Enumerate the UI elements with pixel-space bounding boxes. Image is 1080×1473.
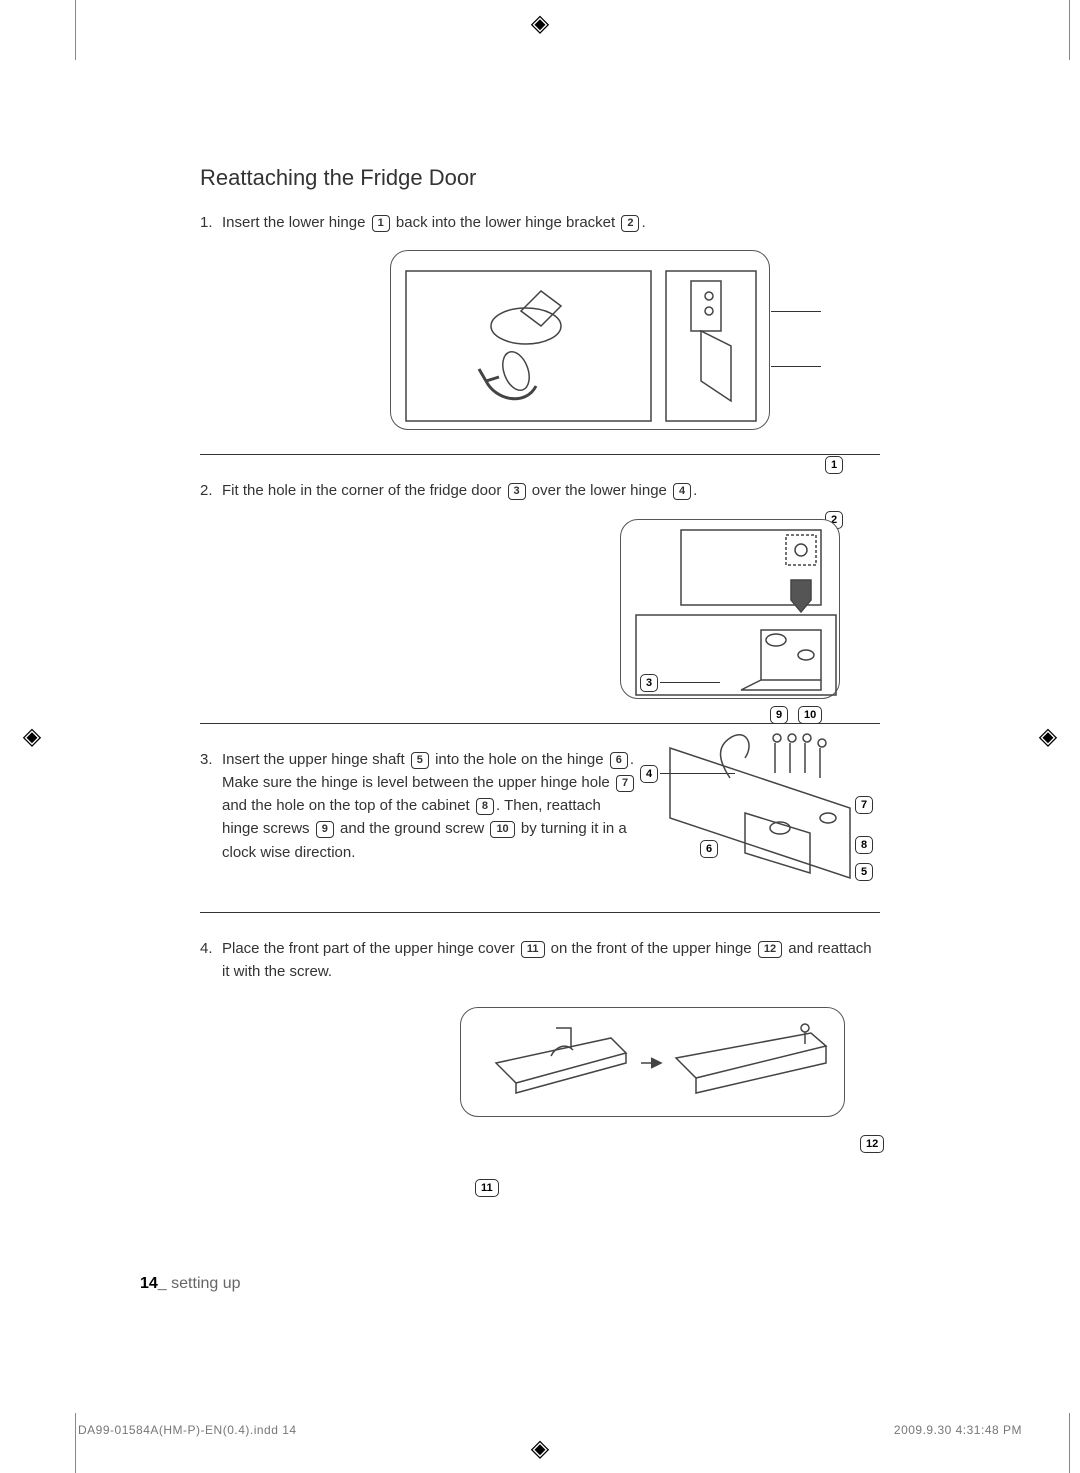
callout-label: 4 — [673, 483, 691, 500]
text-fragment: back into the lower hinge bracket — [392, 214, 620, 231]
text-fragment: Place the front part of the upper hinge … — [222, 940, 519, 957]
text-fragment: into the hole on the hinge — [431, 751, 608, 768]
crop-mark — [1069, 1413, 1070, 1473]
figure-label: 7 — [855, 796, 873, 814]
step-text: Insert the lower hinge 1 back into the l… — [222, 211, 880, 234]
callout-label: 5 — [411, 752, 429, 769]
text-fragment: . — [693, 482, 697, 499]
figure-label: 3 — [640, 674, 658, 692]
text-fragment: and the hole on the top of the cabinet — [222, 797, 474, 814]
leader-line — [771, 311, 821, 312]
section-heading: Reattaching the Fridge Door — [200, 165, 880, 191]
crop-mark — [1069, 0, 1070, 60]
figure-label: 4 — [640, 765, 658, 783]
registration-mark-icon: ◈ — [20, 725, 44, 749]
callout-label: 6 — [610, 752, 628, 769]
figure-label: 10 — [798, 706, 822, 724]
step-4: 4. Place the front part of the upper hin… — [200, 937, 880, 984]
figure-label: 11 — [475, 1179, 499, 1197]
step-2: 2. Fit the hole in the corner of the fri… — [200, 479, 880, 502]
hinge-cover-diagram-icon — [461, 1008, 846, 1118]
leader-line — [771, 366, 821, 367]
print-filename: DA99-01584A(HM-P)-EN(0.4).indd 14 — [78, 1423, 297, 1437]
callout-label: 2 — [621, 215, 639, 232]
figure-label: 6 — [700, 840, 718, 858]
registration-mark-icon: ◈ — [528, 12, 552, 36]
step-number: 3. — [200, 748, 222, 864]
door-hinge-diagram-icon — [621, 520, 841, 700]
figure-label: 9 — [770, 706, 788, 724]
callout-label: 1 — [372, 215, 390, 232]
step-3: 3. Insert the upper hinge shaft 5 into t… — [200, 748, 640, 864]
callout-label: 12 — [758, 941, 782, 958]
step-text: Fit the hole in the corner of the fridge… — [222, 479, 880, 502]
leader-line — [660, 682, 720, 683]
hinge-diagram-icon — [391, 251, 771, 431]
step-3-row: 3. Insert the upper hinge shaft 5 into t… — [200, 748, 880, 888]
text-fragment: . — [641, 214, 645, 231]
figure-label: 1 — [825, 456, 843, 474]
callout-label: 3 — [508, 483, 526, 500]
step-1: 1. Insert the lower hinge 1 back into th… — [200, 211, 880, 234]
figure-1 — [390, 250, 770, 430]
crop-mark — [50, 0, 76, 60]
callout-label: 7 — [616, 775, 634, 792]
step-number: 2. — [200, 479, 222, 502]
figure-2 — [620, 519, 840, 699]
divider — [200, 912, 880, 913]
text-fragment: Insert the upper hinge shaft — [222, 751, 409, 768]
figure-4 — [460, 1007, 845, 1117]
text-fragment: Fit the hole in the corner of the fridge… — [222, 482, 506, 499]
page-content: Reattaching the Fridge Door 1. Insert th… — [200, 165, 880, 1117]
text-fragment: Insert the lower hinge — [222, 214, 370, 231]
step-number: 1. — [200, 211, 222, 234]
divider — [200, 454, 880, 455]
step-text: Insert the upper hinge shaft 5 into the … — [222, 748, 640, 864]
callout-label: 9 — [316, 821, 334, 838]
print-timestamp: 2009.9.30 4:31:48 PM — [894, 1423, 1022, 1437]
step-text: Place the front part of the upper hinge … — [222, 937, 880, 984]
registration-mark-icon: ◈ — [1036, 725, 1060, 749]
figure-3: 9 10 7 8 6 5 — [660, 718, 880, 888]
text-fragment: and the ground screw — [336, 820, 489, 837]
text-fragment: on the front of the upper hinge — [547, 940, 756, 957]
figure-label: 8 — [855, 836, 873, 854]
callout-label: 10 — [490, 821, 514, 838]
page-number: 14_ — [140, 1275, 167, 1292]
page-footer: 14_ setting up — [140, 1275, 241, 1293]
registration-mark-icon: ◈ — [528, 1437, 552, 1461]
callout-label: 8 — [476, 798, 494, 815]
figure-label: 5 — [855, 863, 873, 881]
figure-label: 12 — [860, 1135, 884, 1153]
crop-mark — [50, 1413, 76, 1473]
footer-section: setting up — [167, 1275, 241, 1292]
upper-hinge-diagram-icon — [660, 718, 880, 888]
step-number: 4. — [200, 937, 222, 984]
text-fragment: over the lower hinge — [528, 482, 671, 499]
callout-label: 11 — [521, 941, 545, 958]
